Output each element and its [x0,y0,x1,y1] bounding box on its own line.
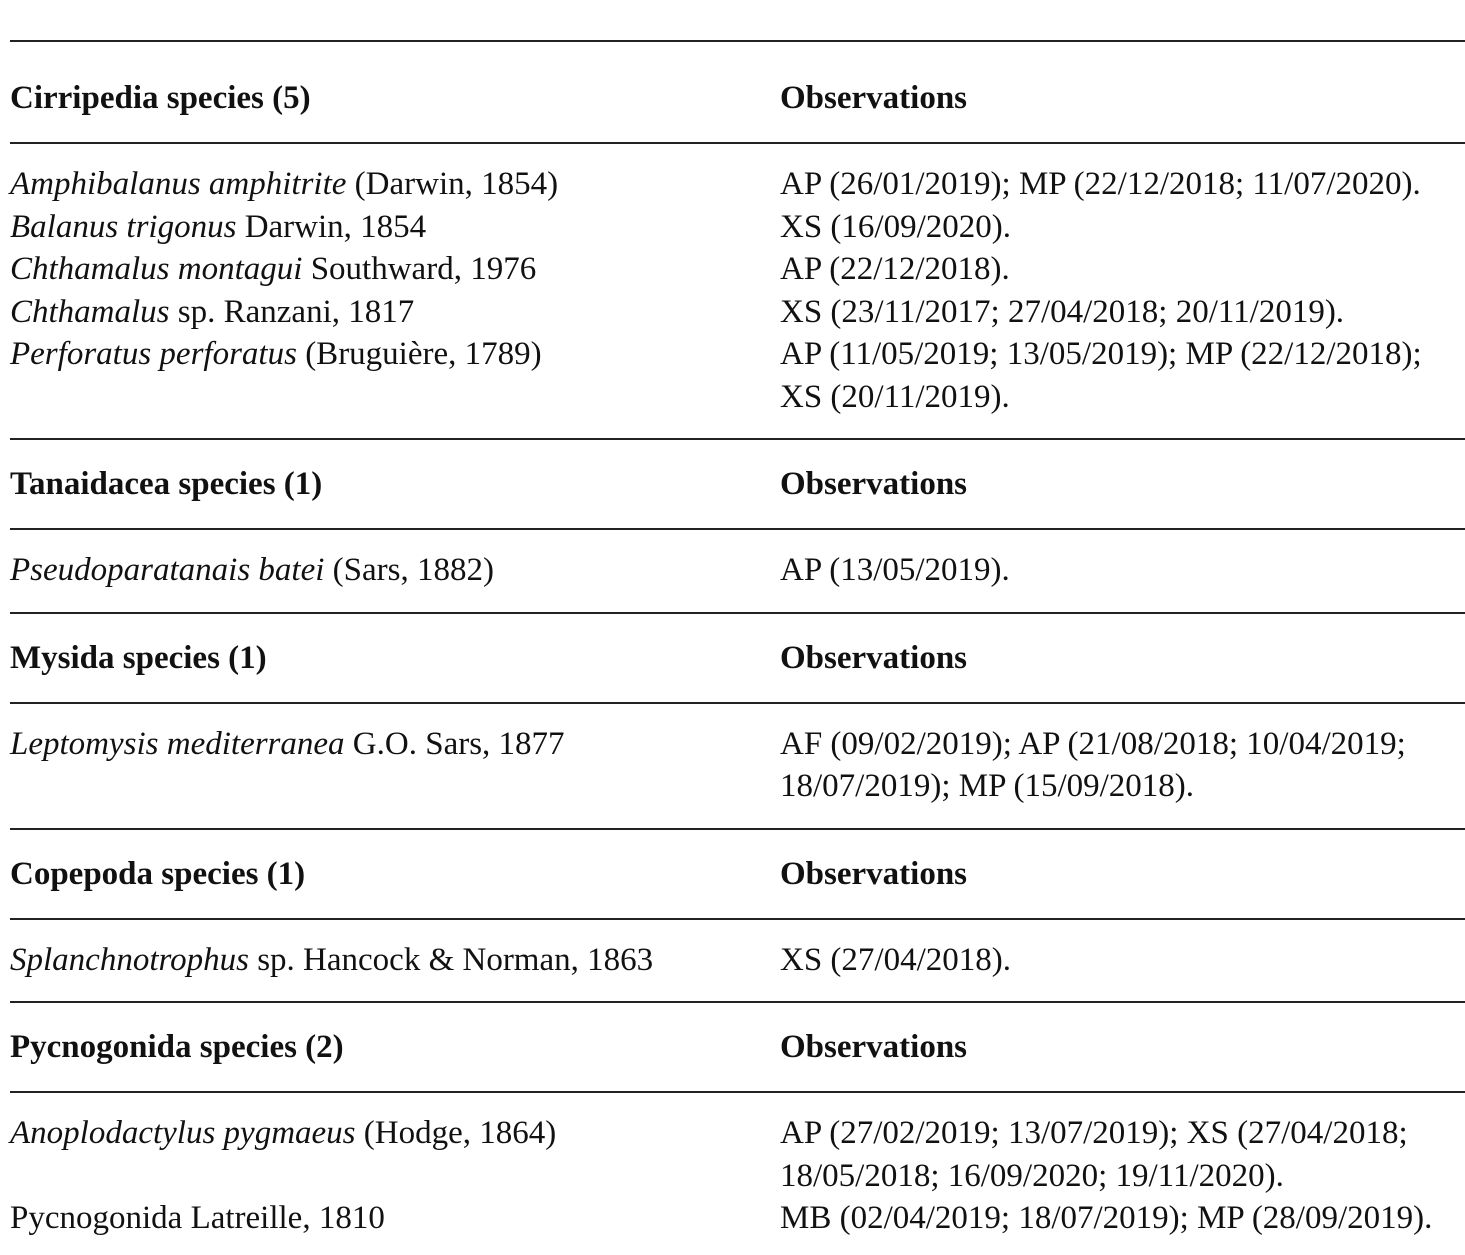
species-name: Perforatus perforatus (Bruguière, 1789) [10,333,780,418]
species-name: Chthamalus montagui Southward, 1976 [10,248,780,291]
section-header-row: Pycnogonida species (2) Observations [10,1003,1465,1093]
section-title: Tanaidacea species (1) [10,466,323,502]
observation-cell: AP (27/02/2019; 13/07/2019); XS (27/04/2… [780,1115,1408,1194]
species-genus: Amphibalanus amphitrite [10,166,347,202]
species-genus: Leptomysis mediterranea [10,725,345,762]
section-header-row: Tanaidacea species (1) Observations [10,440,1465,530]
observation-cell: MB (02/04/2019; 18/07/2019); MP (28/09/2… [780,1200,1433,1236]
section-copepoda: Copepoda species (1) Observations Splanc… [10,827,1465,1002]
species-name: Pycnogonida Latreille, 1810 [10,1197,780,1240]
species-genus: Balanus trigonus [10,208,237,245]
species-genus: Perforatus perforatus [10,336,297,372]
observation-cell: AP (13/05/2019). [780,552,1010,588]
section-tanaidacea: Tanaidacea species (1) Observations Pseu… [10,438,1465,612]
table-row: Splanchnotrophus sp. Hancock & Norman, 1… [10,939,1465,982]
section-header-row: Cirripedia species (5) Observations [10,42,1465,144]
section-body: Pseudoparatanais batei (Sars, 1882) AP (… [10,530,1465,612]
observations-header: Observations [780,1029,968,1065]
species-genus: Chthamalus montagui [10,251,303,287]
species-name: Leptomysis mediterranea G.O. Sars, 1877 [10,723,780,808]
section-body: Leptomysis mediterranea G.O. Sars, 1877 … [10,704,1465,828]
table-row: Leptomysis mediterranea G.O. Sars, 1877 … [10,723,1465,808]
species-author: (Bruguière, 1789) [296,336,542,372]
section-header-row: Copepoda species (1) Observations [10,830,1465,920]
section-title: Cirripedia species (5) [10,80,311,116]
species-author: sp. Ranzani, 1817 [169,293,415,330]
observations-header: Observations [780,855,968,892]
species-author: Pycnogonida Latreille, 1810 [10,1200,385,1236]
table-row: Anoplodactylus pygmaeus (Hodge, 1864) AP… [10,1112,1465,1197]
table-row: Pycnogonida Latreille, 1810 MB (02/04/20… [10,1197,1465,1240]
species-author: (Darwin, 1854) [346,166,559,202]
species-author: G.O. Sars, 1877 [344,725,565,762]
observations-header: Observations [780,80,968,116]
species-name: Pseudoparatanais batei (Sars, 1882) [10,549,780,592]
table-row: Amphibalanus amphitrite (Darwin, 1854) A… [10,163,1465,206]
species-author: sp. Hancock & Norman, 1863 [248,941,654,978]
observation-cell: AP (11/05/2019; 13/05/2019); MP (22/12/2… [780,336,1422,415]
species-genus: Splanchnotrophus [10,941,249,978]
observations-header: Observations [780,466,968,502]
section-body: Splanchnotrophus sp. Hancock & Norman, 1… [10,920,1465,1002]
section-header-row: Mysida species (1) Observations [10,614,1465,704]
table-row: Balanus trigonus Darwin, 1854 XS (16/09/… [10,206,1465,249]
species-author: (Sars, 1882) [324,552,494,588]
species-name: Amphibalanus amphitrite (Darwin, 1854) [10,163,780,206]
table-row: Chthamalus sp. Ranzani, 1817 XS (23/11/2… [10,291,1465,334]
section-body: Amphibalanus amphitrite (Darwin, 1854) A… [10,144,1465,438]
section-mysida: Mysida species (1) Observations Leptomys… [10,611,1465,828]
species-table: Cirripedia species (5) Observations Amph… [10,40,1465,1240]
species-name: Anoplodactylus pygmaeus (Hodge, 1864) [10,1112,780,1197]
section-body: Anoplodactylus pygmaeus (Hodge, 1864) AP… [10,1093,1465,1240]
table-row: Perforatus perforatus (Bruguière, 1789) … [10,333,1465,418]
species-author: Darwin, 1854 [236,208,427,245]
observation-cell: AP (26/01/2019); MP (22/12/2018; 11/07/2… [780,166,1421,202]
section-pycnogonida: Pycnogonida species (2) Observations Ano… [10,1001,1465,1240]
observation-cell: AF (09/02/2019); AP (21/08/2018; 10/04/2… [780,725,1406,805]
observation-cell: XS (16/09/2020). [780,208,1011,245]
section-title: Pycnogonida species (2) [10,1029,344,1065]
species-genus: Anoplodactylus pygmaeus [10,1115,356,1151]
table-row: Chthamalus montagui Southward, 1976 AP (… [10,248,1465,291]
species-name: Balanus trigonus Darwin, 1854 [10,206,780,249]
observations-header: Observations [780,639,968,676]
section-cirripedia: Cirripedia species (5) Observations Amph… [10,40,1465,438]
section-title: Copepoda species (1) [10,855,306,892]
species-name: Splanchnotrophus sp. Hancock & Norman, 1… [10,939,780,982]
species-name: Chthamalus sp. Ranzani, 1817 [10,291,780,334]
species-author: Southward, 1976 [302,251,537,287]
section-title: Mysida species (1) [10,639,267,676]
species-genus: Chthamalus [10,293,170,330]
table-row: Pseudoparatanais batei (Sars, 1882) AP (… [10,549,1465,592]
observation-cell: XS (27/04/2018). [780,941,1011,978]
observation-cell: XS (23/11/2017; 27/04/2018; 20/11/2019). [780,293,1345,330]
species-author: (Hodge, 1864) [355,1115,557,1151]
observation-cell: AP (22/12/2018). [780,251,1010,287]
species-genus: Pseudoparatanais batei [10,552,325,588]
